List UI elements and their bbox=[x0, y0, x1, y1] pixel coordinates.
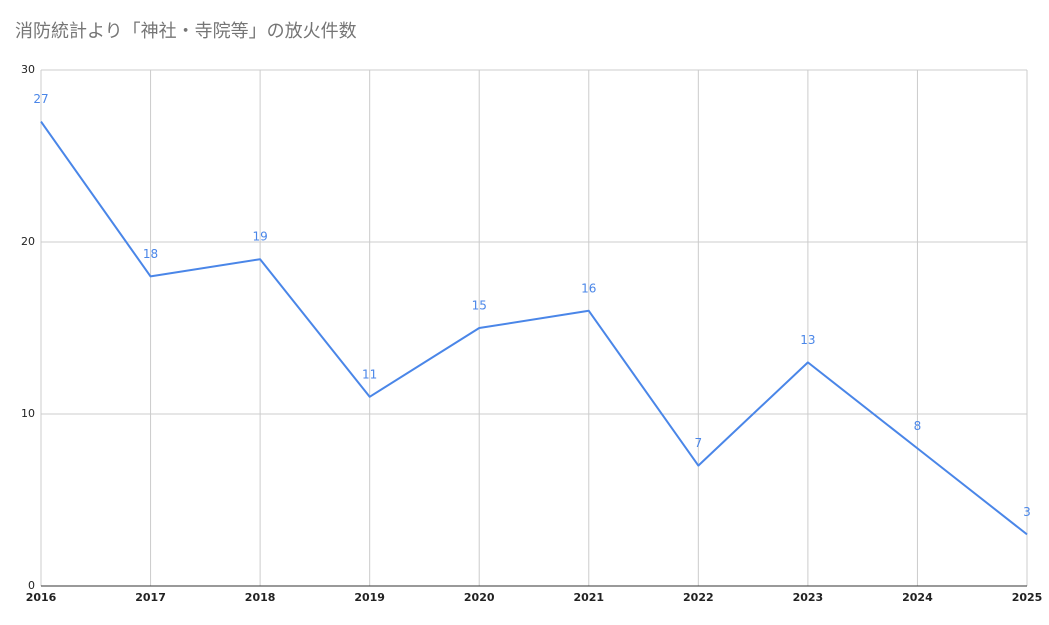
x-tick-label: 2021 bbox=[573, 591, 604, 604]
data-label: 3 bbox=[1023, 505, 1031, 519]
data-label: 7 bbox=[695, 436, 703, 450]
y-tick-label: 0 bbox=[28, 579, 35, 592]
y-tick-label: 30 bbox=[21, 63, 35, 76]
data-label: 15 bbox=[472, 299, 487, 313]
x-tick-label: 2025 bbox=[1012, 591, 1043, 604]
data-label: 19 bbox=[252, 230, 267, 244]
x-tick-label: 2020 bbox=[464, 591, 495, 604]
x-tick-label: 2024 bbox=[902, 591, 933, 604]
y-tick-label: 10 bbox=[21, 407, 35, 420]
data-label: 27 bbox=[33, 92, 48, 106]
x-tick-label: 2019 bbox=[354, 591, 385, 604]
x-tick-label: 2018 bbox=[245, 591, 276, 604]
x-tick-label: 2016 bbox=[26, 591, 57, 604]
data-label: 13 bbox=[800, 333, 815, 347]
data-label: 18 bbox=[143, 247, 158, 261]
x-tick-label: 2022 bbox=[683, 591, 714, 604]
x-tick-label: 2017 bbox=[135, 591, 166, 604]
data-label: 11 bbox=[362, 367, 377, 381]
data-label: 16 bbox=[581, 281, 596, 295]
x-tick-label: 2023 bbox=[793, 591, 824, 604]
y-tick-label: 20 bbox=[21, 235, 35, 248]
data-label: 8 bbox=[914, 419, 922, 433]
line bbox=[40, 121, 1028, 536]
chart-title: 消防統計より「神社・寺院等」の放火件数 bbox=[15, 21, 357, 42]
